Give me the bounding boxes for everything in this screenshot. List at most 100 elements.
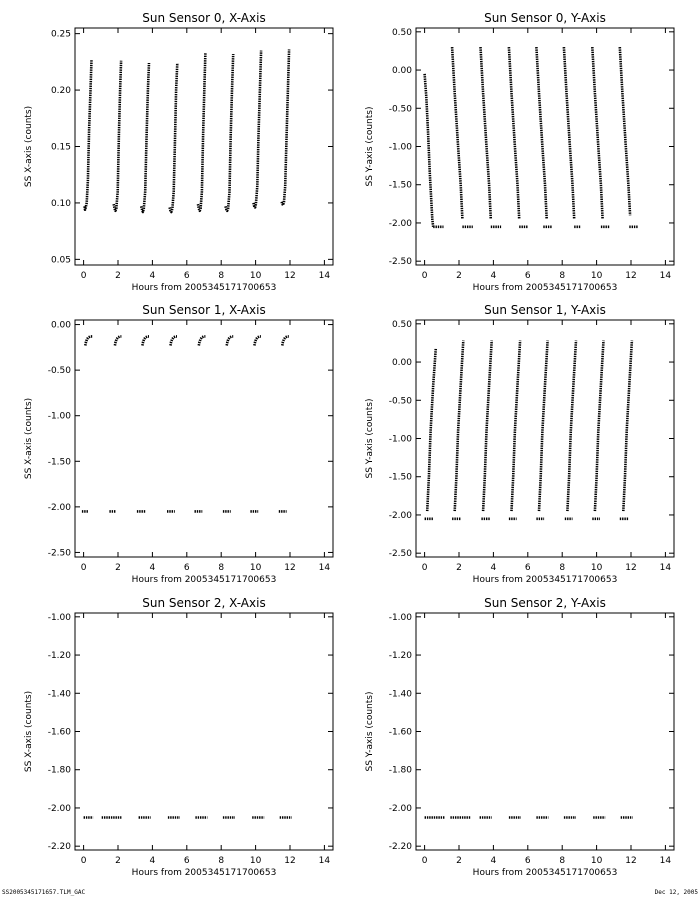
x-tick-label: 4 [150,271,156,281]
x-tick-label: 10 [591,563,603,573]
x-tick-label: 14 [319,563,331,573]
chart-title: Sun Sensor 1, X-Axis [142,303,265,317]
data-trace [450,47,464,220]
x-tick-label: 14 [319,856,331,866]
data-trace [423,73,435,227]
y-axis-label: SS X-axis (counts) [24,691,34,772]
y-tick-label: -2.00 [48,804,72,814]
data-trace [169,335,177,346]
x-tick-label: 6 [184,856,190,866]
x-axis-label: Hours from 2005345171700653 [473,283,618,293]
x-tick-label: 0 [422,563,428,573]
x-axis-label: Hours from 2005345171700653 [132,283,277,293]
data-series [81,335,289,513]
x-tick-label: 12 [284,271,295,281]
data-trace [113,335,122,346]
x-tick-label: 10 [250,563,262,573]
y-tick-label: -1.60 [389,728,413,738]
data-trace [141,335,149,346]
x-tick-label: 8 [559,856,565,866]
data-trace [593,340,605,512]
footer-filename: SS2005345171657.TLM_GAC [2,889,86,896]
y-tick-label: -1.50 [389,473,413,483]
x-tick-label: 8 [559,271,565,281]
y-axis-label: SS Y-axis (counts) [365,399,375,479]
chart-panel-0: Sun Sensor 0, X-Axis 0 2 4 6 8 10 12 14 0.05 0.10 0… [24,11,334,293]
plot-frame [74,319,334,558]
x-tick-label: 14 [319,271,331,281]
data-trace [510,340,522,512]
data-trace [197,335,206,346]
y-tick-label: -1.00 [389,613,413,623]
data-trace [225,335,234,346]
y-tick-label: -2.20 [389,842,413,852]
x-tick-label: 6 [184,271,190,281]
plot-frame [415,27,675,266]
y-tick-label: 0.00 [51,321,71,331]
data-series [423,47,638,229]
y-tick-label: 0.10 [51,199,71,209]
plot-frame [74,612,334,851]
data-trace [84,335,93,346]
y-tick-label: -1.00 [48,613,72,623]
data-trace [281,335,289,346]
x-tick-label: 14 [660,271,672,281]
data-trace [252,50,263,209]
x-tick-label: 14 [660,856,672,866]
data-series [424,340,634,521]
y-tick-label: -1.50 [389,181,413,191]
chart-title: Sun Sensor 0, Y-Axis [484,11,606,25]
x-tick-label: 4 [150,563,156,573]
y-tick-label: -2.00 [389,219,413,229]
y-tick-label: 0.50 [392,28,412,38]
data-trace [196,52,207,213]
y-tick-label: -2.00 [389,511,413,521]
x-tick-label: 14 [660,563,672,573]
x-tick-label: 12 [625,271,636,281]
x-tick-label: 8 [218,856,224,866]
chart-title: Sun Sensor 0, X-Axis [142,11,265,25]
x-tick-label: 2 [115,563,121,573]
x-tick-label: 2 [456,563,462,573]
x-axis-label: Hours from 2005345171700653 [473,575,618,585]
x-tick-label: 0 [422,271,428,281]
x-tick-label: 10 [591,271,603,281]
data-trace [83,59,93,211]
data-trace [139,62,151,214]
y-tick-label: -1.00 [389,143,413,153]
y-tick-label: -2.20 [48,842,72,852]
y-tick-label: -2.50 [48,548,72,558]
x-tick-label: 4 [150,856,156,866]
x-tick-label: 0 [81,563,87,573]
y-axis-label: SS X-axis (counts) [24,106,34,187]
x-tick-label: 8 [218,563,224,573]
x-tick-label: 10 [250,856,262,866]
chart-panel-5: Sun Sensor 2, Y-Axis 0 2 4 6 8 10 12 14 -2.20 -2.0… [365,596,675,878]
y-tick-label: -1.00 [48,412,72,422]
y-tick-label: -2.50 [389,549,413,559]
y-tick-label: 0.20 [51,86,71,96]
y-axis-label: SS Y-axis (counts) [365,692,375,772]
y-axis-label: SS Y-axis (counts) [365,107,375,187]
data-trace [622,340,634,512]
y-tick-label: -1.40 [48,689,72,699]
data-trace [537,340,549,512]
y-tick-label: 0.00 [392,358,412,368]
chart-title: Sun Sensor 2, Y-Axis [484,596,606,610]
data-trace [425,348,438,512]
y-tick-label: -1.20 [389,651,413,661]
y-tick-label: 0.25 [51,30,71,40]
chart-panel-1: Sun Sensor 0, Y-Axis 0 2 4 6 8 10 12 14 -2.50 -2.0… [365,11,675,293]
data-series [83,49,291,214]
x-tick-label: 4 [491,856,497,866]
y-tick-label: -1.60 [48,728,72,738]
data-trace [479,47,493,220]
x-tick-label: 6 [525,856,531,866]
y-tick-label: -2.00 [48,503,72,513]
y-tick-label: -0.50 [48,366,72,376]
x-tick-label: 10 [250,271,262,281]
data-trace [535,47,548,220]
y-tick-label: 0.15 [51,143,71,153]
x-tick-label: 12 [625,856,636,866]
